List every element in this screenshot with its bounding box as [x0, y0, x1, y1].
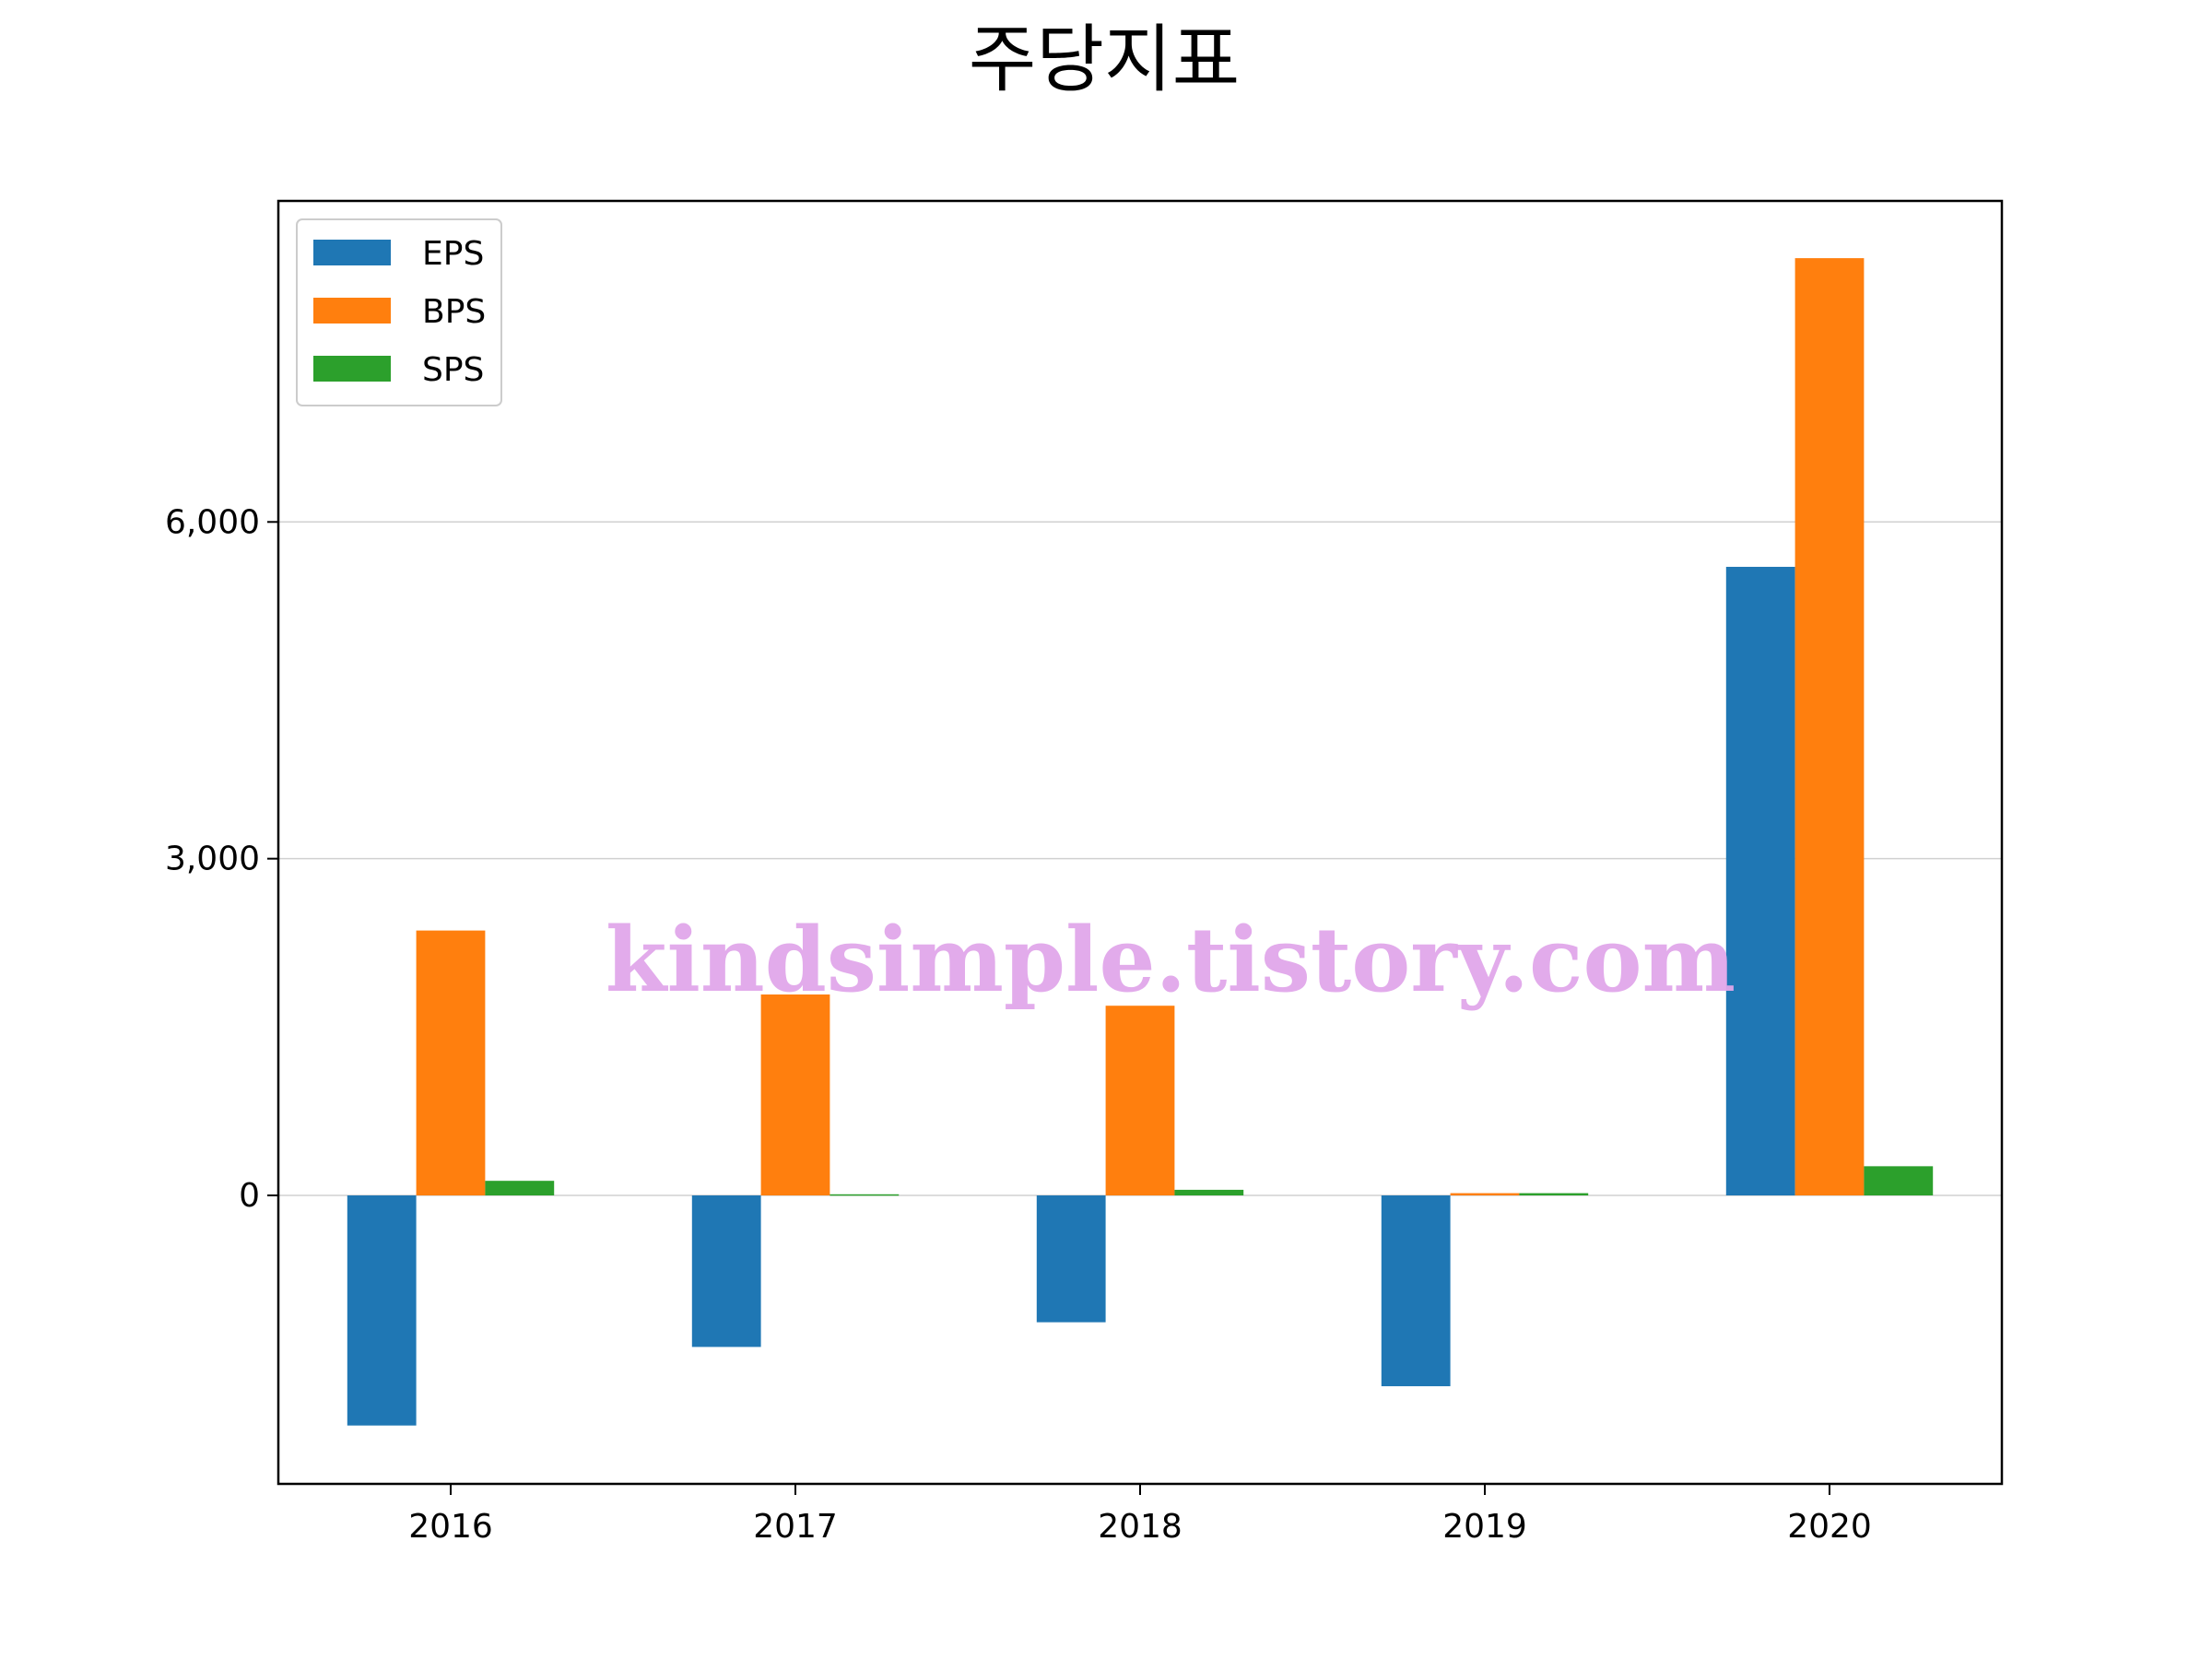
legend: EPS BPS SPS	[296, 218, 502, 406]
bar-bps-2017	[760, 994, 830, 1196]
bar-sps-2018	[1174, 1189, 1244, 1196]
chart-title: 주당지표	[969, 17, 1240, 102]
bar-bps-2018	[1105, 1006, 1175, 1196]
bar-eps-2019	[1381, 1195, 1451, 1387]
bar-bps-2016	[416, 930, 486, 1196]
y-tick-label-1: 3,000	[165, 841, 260, 878]
legend-label-sps: SPS	[422, 351, 484, 389]
bar-bps-2020	[1794, 258, 1865, 1196]
legend-label-eps: EPS	[422, 235, 484, 273]
bar-eps-2016	[347, 1195, 417, 1426]
x-tick-label-2: 2018	[1098, 1508, 1182, 1546]
watermark-text: kindsimple.tistory.com	[606, 908, 1735, 1012]
bar-sps-2017	[830, 1194, 900, 1196]
y-tick-label-2: 6,000	[165, 503, 260, 541]
y-axis: 0 3,000 6,000	[165, 503, 278, 1215]
y-tick-label-0: 0	[239, 1177, 260, 1215]
legend-label-bps: BPS	[422, 293, 486, 331]
x-tick-label-3: 2019	[1442, 1508, 1527, 1546]
bar-sps-2016	[485, 1181, 555, 1196]
x-axis: 2016 2017 2018 2019 2020	[408, 1484, 1872, 1546]
legend-swatch-bps	[313, 298, 391, 324]
x-tick-label-1: 2017	[753, 1508, 838, 1546]
bar-sps-2019	[1519, 1193, 1589, 1196]
legend-swatch-sps	[313, 356, 391, 382]
bar-eps-2020	[1725, 567, 1795, 1196]
bar-sps-2020	[1864, 1166, 1934, 1196]
plot-frame	[276, 199, 2004, 1486]
legend-swatch-eps	[313, 240, 391, 265]
bars	[347, 258, 1934, 1426]
x-tick-label-4: 2020	[1787, 1508, 1872, 1546]
bar-bps-2019	[1450, 1193, 1520, 1196]
bar-eps-2018	[1036, 1195, 1106, 1323]
x-tick-label-0: 2016	[408, 1508, 493, 1546]
bar-eps-2017	[691, 1195, 761, 1347]
